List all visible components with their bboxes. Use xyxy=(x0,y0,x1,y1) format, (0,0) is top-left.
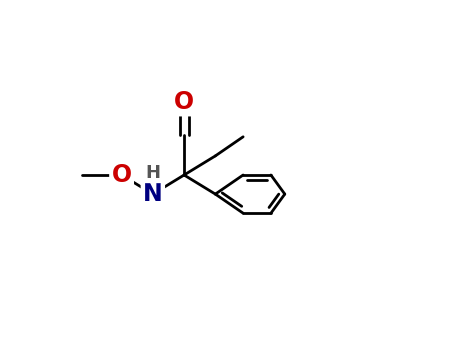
Text: O: O xyxy=(111,163,131,187)
Text: H: H xyxy=(145,164,160,182)
Text: N: N xyxy=(143,182,163,206)
Text: O: O xyxy=(174,90,194,114)
